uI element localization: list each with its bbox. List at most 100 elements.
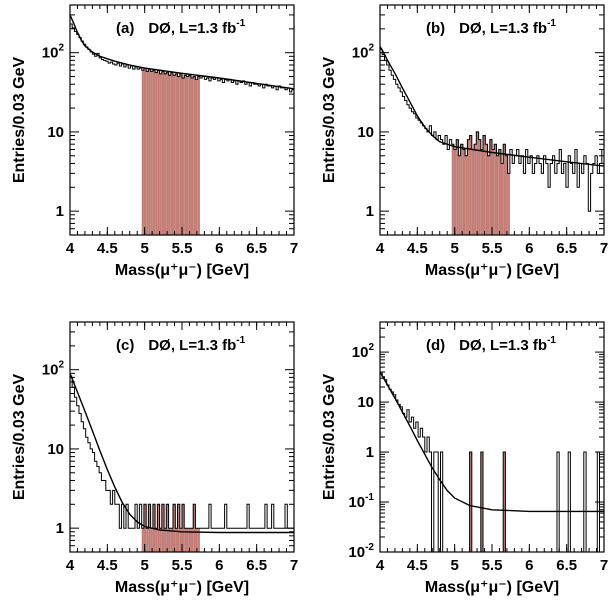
x-tick-label: 5.5: [172, 240, 193, 257]
x-tick-label: 6: [525, 240, 533, 257]
signal-window-bin: [179, 528, 182, 552]
signal-window-bin: [471, 149, 475, 235]
signal-window-bin: [173, 504, 176, 552]
x-tick-label: 6: [525, 557, 533, 574]
signal-window-bin: [173, 75, 176, 235]
x-tick-label: 5: [450, 240, 458, 257]
x-tick-label: 4: [376, 240, 385, 257]
signal-window-bin: [157, 504, 160, 552]
data-histogram: [380, 48, 604, 212]
signal-window-bin: [188, 528, 191, 552]
x-axis-label: Mass(μ⁺μ⁻) [GeV]: [115, 262, 249, 279]
x-tick-label: 5.5: [482, 557, 503, 574]
y-tick-label: 10: [357, 124, 374, 141]
y-tick-label: 102: [42, 360, 65, 379]
panel-b: 4 4.5 5 5.5 6 6.5 7 1 10 102 (b) DØ, L=1.3 fb-1 Mass…: [321, 4, 608, 279]
signal-window-bin: [190, 77, 194, 235]
signal-window-bin: [503, 144, 506, 235]
signal-window-bin: [148, 69, 151, 235]
signal-window-bin: [141, 528, 144, 552]
signal-window-bin: [483, 135, 486, 235]
signal-window-bin: [503, 452, 506, 552]
signal-window-bin: [489, 139, 492, 235]
signal-window-bin: [164, 528, 167, 552]
signal-window-bin: [152, 70, 156, 235]
x-tick-label: 5: [140, 240, 148, 257]
x-tick-label: 6.5: [556, 557, 577, 574]
signal-window-bin: [150, 71, 153, 235]
x-tick-label: 4: [376, 557, 385, 574]
y-tick-label: 1: [366, 203, 374, 220]
signal-window-bin: [170, 72, 174, 235]
y-axis-label: Entries/0.03 GeV: [321, 374, 338, 501]
signal-window-bin: [195, 79, 198, 235]
signal-window-bin: [498, 149, 501, 235]
signal-window-bin: [186, 528, 189, 552]
x-tick-label: 7: [290, 240, 298, 257]
signal-window-bin: [467, 139, 470, 235]
signal-window-bin: [182, 504, 185, 552]
signal-window-bin: [478, 139, 481, 235]
x-tick-label: 6: [215, 557, 223, 574]
signal-window-bin: [505, 155, 508, 235]
signal-window-bin: [166, 72, 169, 235]
signal-window-bin: [155, 528, 158, 552]
signal-window-bin: [159, 73, 162, 235]
y-tick-label: 10: [47, 124, 64, 141]
x-tick-label: 5: [450, 557, 458, 574]
panel-c: 4 4.5 5 5.5 6 6.5 7 1 10 102 (c) DØ, L=1.3 fb-1 Mass…: [11, 321, 298, 596]
signal-window-bin: [487, 155, 490, 235]
signal-window-bin: [161, 71, 165, 235]
signal-window-bin: [141, 70, 144, 235]
x-tick-label: 5.5: [482, 240, 503, 257]
y-tick-label: 102: [352, 342, 375, 361]
signal-window-bin: [164, 73, 167, 235]
signal-window-bin: [184, 75, 187, 235]
signal-window-bin: [161, 504, 165, 552]
plot-area: [380, 46, 604, 235]
panel-d: 4 4.5 5 5.5 6 6.5 7 10-2 10-1 1 10 102 (d) DØ, L=1.3 …: [321, 321, 608, 596]
y-tick-label: 10-2: [348, 542, 374, 561]
signal-window-bin: [480, 452, 484, 552]
signal-window-bin: [492, 149, 495, 235]
signal-window-bin: [485, 144, 488, 235]
x-tick-label: 5: [140, 557, 148, 574]
signal-window-bin: [190, 528, 194, 552]
signal-window-bin: [168, 75, 171, 235]
signal-window-bin: [146, 528, 149, 552]
signal-window-bin: [451, 144, 454, 235]
signal-window-bin: [197, 528, 200, 552]
signal-window-bin: [500, 163, 504, 235]
x-tick-label: 7: [290, 557, 298, 574]
x-axis-label: Mass(μ⁺μ⁻) [GeV]: [425, 579, 559, 596]
plot-area: [70, 14, 294, 235]
x-tick-label: 4.5: [407, 557, 428, 574]
signal-window-bin: [177, 76, 180, 235]
y-axis-label: Entries/0.03 GeV: [321, 57, 338, 184]
plot-area: [70, 373, 294, 552]
signal-window-bin: [188, 75, 191, 235]
y-axis-label: Entries/0.03 GeV: [11, 57, 28, 184]
signal-window-bin: [453, 149, 457, 235]
signal-window-bin: [175, 528, 178, 552]
fit-curve: [70, 373, 294, 534]
signal-window-bin: [480, 149, 484, 235]
signal-window-bin: [143, 504, 147, 552]
y-tick-label: 10: [47, 441, 64, 458]
x-tick-label: 4: [66, 557, 75, 574]
signal-window-bin: [462, 149, 466, 235]
signal-window-bin: [150, 528, 153, 552]
signal-window-bin: [146, 71, 149, 235]
signal-window-bin: [182, 77, 185, 235]
x-tick-label: 4.5: [97, 240, 118, 257]
x-tick-label: 6.5: [246, 557, 267, 574]
signal-window-bin: [476, 131, 479, 235]
signal-window-bin: [474, 144, 477, 235]
signal-window-bin: [494, 144, 497, 235]
plot-area: [380, 371, 604, 552]
panel-a: 4 4.5 5 5.5 6 6.5 7 1 10 102 (a) DØ, L=1.3 fb-1 Mass…: [11, 4, 298, 279]
signal-window-bin: [496, 155, 499, 235]
signal-window-bin: [465, 155, 468, 235]
y-axis-label: Entries/0.03 GeV: [11, 374, 28, 501]
